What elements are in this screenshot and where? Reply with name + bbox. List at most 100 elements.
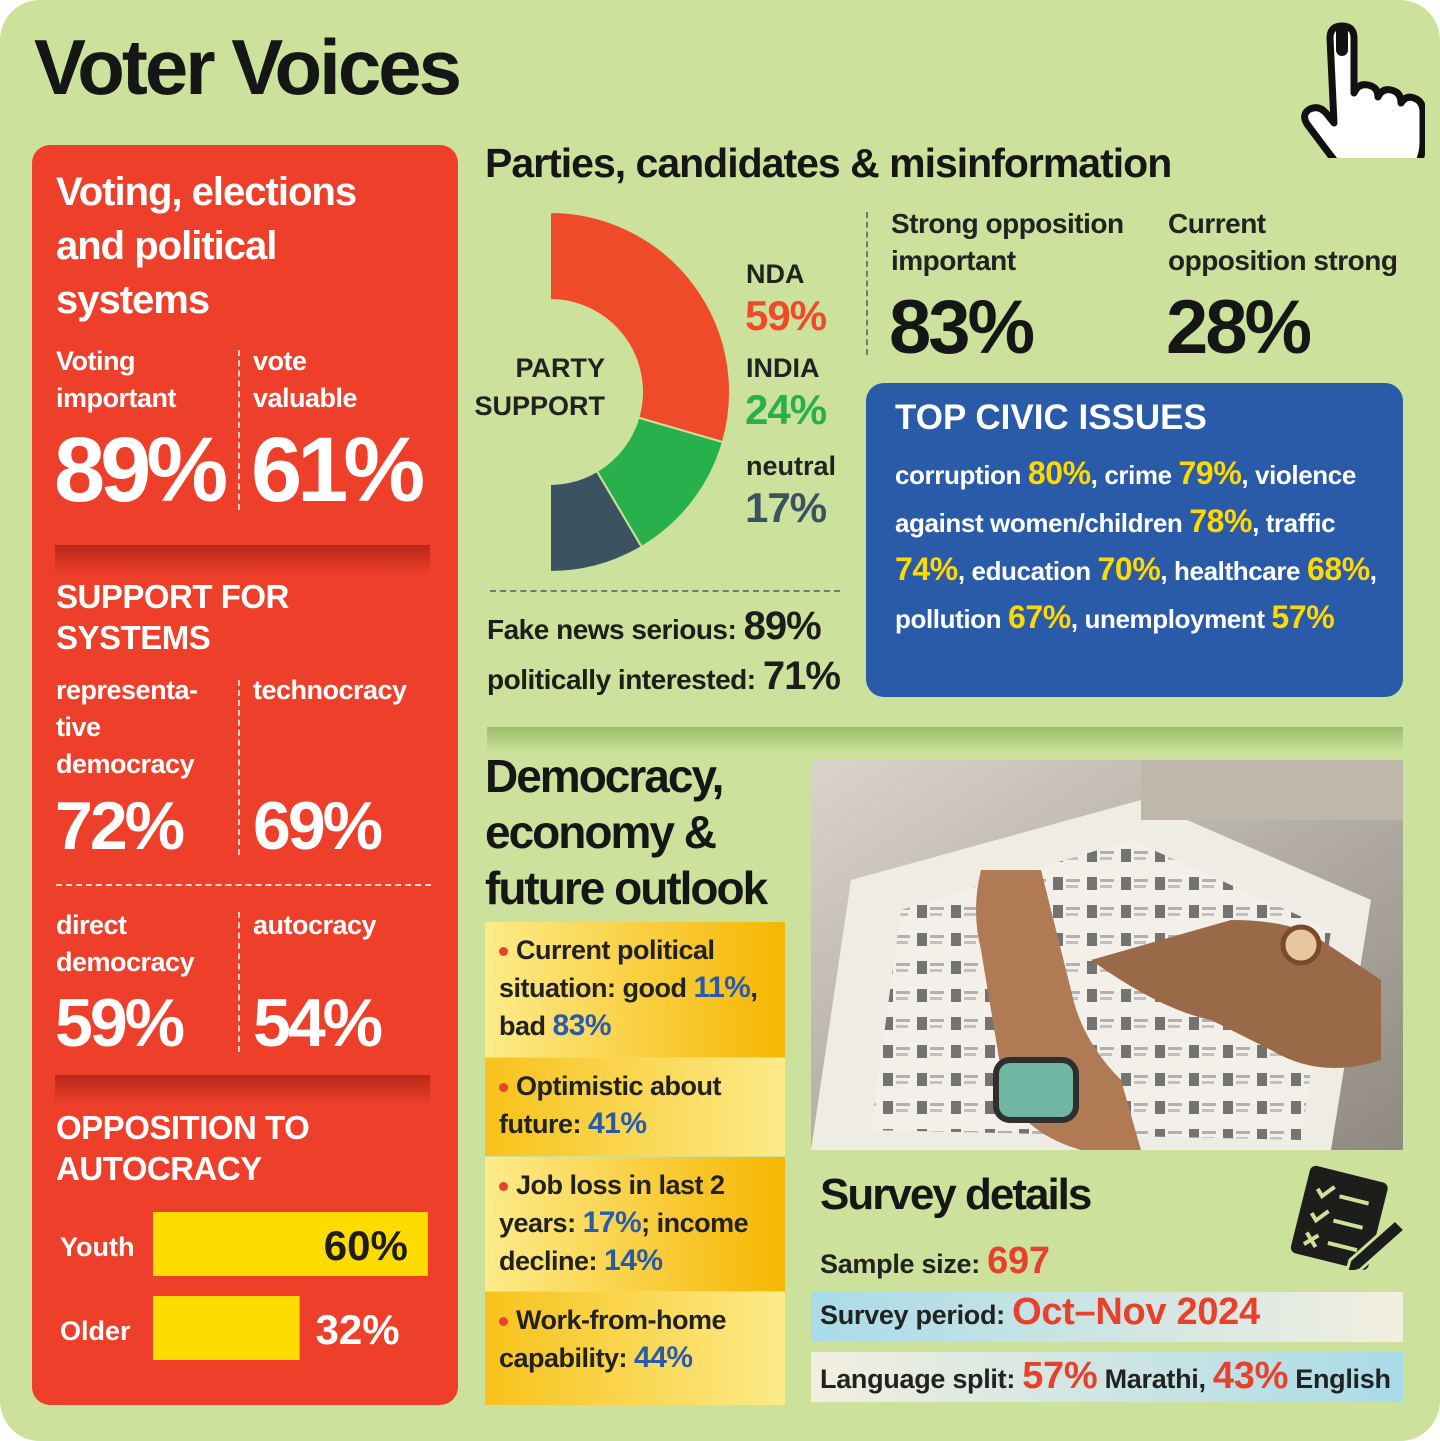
highlight-text: 78% xyxy=(1189,503,1253,539)
bullet-text: Optimistic about future: 41% xyxy=(499,1068,777,1143)
chart-label: PARTY xyxy=(515,353,605,383)
highlight-text: 44% xyxy=(634,1341,693,1374)
text-segment: Sample size: xyxy=(820,1249,988,1279)
legend-value: 24% xyxy=(745,386,827,433)
separator xyxy=(487,727,1403,753)
clipboard-icon xyxy=(1290,1165,1408,1270)
survey-line: Survey period: Oct–Nov 2024 xyxy=(820,1291,1260,1334)
highlight-text: 57% xyxy=(1022,1355,1098,1397)
highlight-text: 14% xyxy=(604,1244,663,1277)
page-title: Voter Voices xyxy=(34,23,462,111)
text-segment: , violence against women/children xyxy=(895,460,1356,538)
highlight-text: 79% xyxy=(1178,455,1242,491)
bar-category: Youth xyxy=(60,1232,134,1262)
text-segment: , crime xyxy=(1090,460,1179,490)
highlight-text: 83% xyxy=(552,1009,612,1042)
highlight-text: 68% xyxy=(1306,551,1370,587)
highlight-text: 41% xyxy=(587,1107,647,1140)
donut-slice xyxy=(549,469,643,574)
section-heading: OPPOSITION TO AUTOCRACY xyxy=(56,1109,310,1187)
highlight-bar xyxy=(811,1292,1403,1342)
stat-value: 61% xyxy=(251,419,425,521)
text-segment: , bad xyxy=(499,973,758,1041)
text-segment: Fake news serious: xyxy=(487,614,744,645)
hand-icon xyxy=(1301,22,1425,158)
system-label: direct democracy xyxy=(56,910,195,977)
section-heading: SUPPORT FOR SYSTEMS xyxy=(56,578,289,656)
text-segment: , pollution xyxy=(895,556,1377,634)
legend-label: INDIA xyxy=(746,353,820,383)
photo xyxy=(811,760,1403,1150)
survey-line: Sample size: 697 xyxy=(820,1240,1050,1283)
divider xyxy=(490,590,840,592)
system-value: 69% xyxy=(253,788,383,864)
system-value: 72% xyxy=(55,788,185,864)
text-segment: Current political situation: good xyxy=(499,935,715,1003)
highlight-text: 67% xyxy=(1007,599,1071,635)
bullet-box: Optimistic about future: 41% xyxy=(485,1058,785,1156)
opinion-value: 83% xyxy=(889,285,1035,370)
divider xyxy=(238,912,240,1052)
text-segment: Optimistic about future: xyxy=(499,1071,722,1139)
text-segment: , healthcare xyxy=(1160,556,1307,586)
highlight-text: 74% xyxy=(895,551,958,587)
bullet-text: Job loss in last 2 years: 17%; income de… xyxy=(499,1167,777,1280)
bullet-box: Work-from-home capability: 44% xyxy=(485,1292,785,1405)
stat-label: Voting important xyxy=(56,346,177,413)
system-value: 59% xyxy=(55,985,185,1061)
divider xyxy=(238,350,240,510)
donut-slice xyxy=(549,210,731,444)
highlight-text: 71% xyxy=(762,654,841,698)
opinion-label: Current opposition strong xyxy=(1168,208,1398,276)
divider xyxy=(238,680,240,855)
text-segment: , education xyxy=(957,556,1098,586)
stat-line: politically interested: 71% xyxy=(487,654,841,699)
system-value: 54% xyxy=(253,985,383,1061)
text-segment: , traffic xyxy=(1252,508,1336,538)
system-label: autocracy xyxy=(253,910,377,940)
highlight-text: 70% xyxy=(1097,551,1161,587)
text-segment: Language split: xyxy=(820,1364,1023,1394)
civic-heading: TOP CIVIC ISSUES xyxy=(895,398,1207,437)
text-segment: Work-from-home capability: xyxy=(499,1305,727,1373)
system-label: representa- tive democracy xyxy=(56,675,198,779)
legend-value: 59% xyxy=(745,292,827,339)
chart-label: SUPPORT xyxy=(474,391,605,421)
legend-label: neutral xyxy=(746,451,836,481)
system-label: technocracy xyxy=(253,675,407,705)
highlight-text: 80% xyxy=(1027,455,1091,491)
stat-label: vote valuable xyxy=(253,346,358,413)
legend-label: NDA xyxy=(746,259,805,289)
legend-value: 17% xyxy=(745,484,827,531)
divider xyxy=(56,884,431,886)
highlight-text: 89% xyxy=(743,604,822,648)
bullet-box: Current political situation: good 11%, b… xyxy=(485,922,785,1057)
opinion-label: Strong opposition important xyxy=(891,208,1124,276)
text-segment: corruption xyxy=(895,460,1028,490)
panel-heading: Voting, elections and political systems xyxy=(56,170,357,322)
text-segment: Survey period: xyxy=(820,1300,1013,1330)
text-segment: Marathi, xyxy=(1097,1364,1213,1394)
stat-line: Fake news serious: 89% xyxy=(487,604,822,649)
section-heading: Parties, candidates & misinformation xyxy=(485,140,1172,186)
bullet-text: Current political situation: good 11%, b… xyxy=(499,932,777,1045)
voting-panel xyxy=(32,145,458,1405)
text-segment: ; income decline: xyxy=(499,1208,749,1276)
highlight-text: 11% xyxy=(693,971,751,1004)
bullet-text: Work-from-home capability: 44% xyxy=(499,1302,777,1377)
highlight-text: 43% xyxy=(1212,1355,1289,1397)
text-segment: Job loss in last 2 years: xyxy=(499,1170,725,1238)
section-heading: Survey details xyxy=(820,1170,1092,1219)
text-segment: , unemployment xyxy=(1070,604,1272,634)
civic-text: corruption 80%, crime 79%, violence agai… xyxy=(895,450,1395,642)
bar-category: Older xyxy=(60,1316,131,1346)
section-heading: Democracy, economy & future outlook xyxy=(485,750,768,914)
text-segment: English xyxy=(1288,1364,1391,1394)
opinion-value: 28% xyxy=(1166,285,1312,370)
bar xyxy=(153,1212,428,1276)
bar-chart: Youth 60% Older 32% xyxy=(60,1212,428,1360)
highlight-text: 57% xyxy=(1271,599,1335,635)
separator xyxy=(55,545,430,575)
bar xyxy=(153,1296,300,1360)
